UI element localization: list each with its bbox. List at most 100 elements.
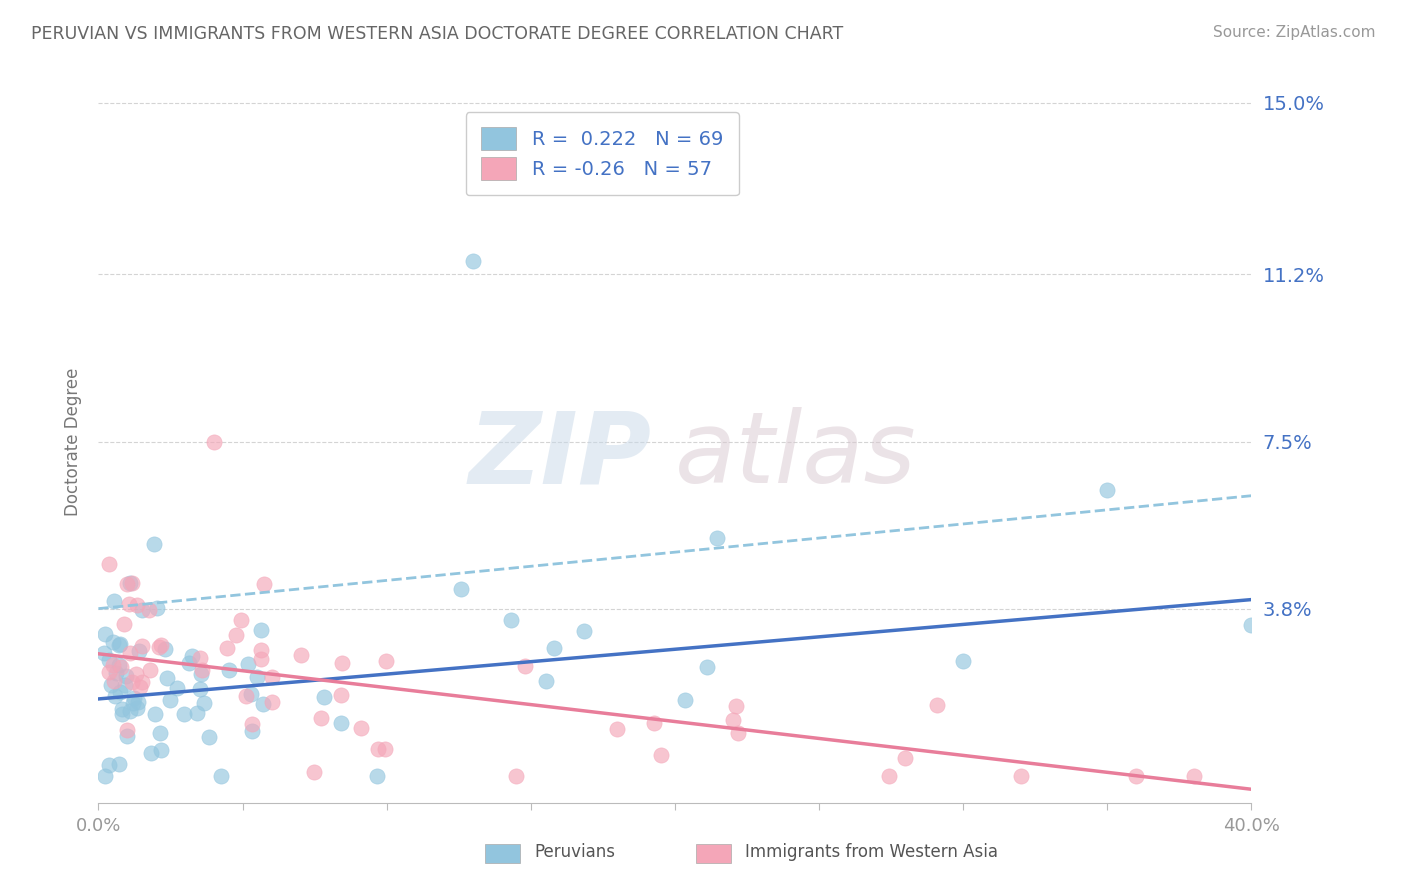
Point [643, 716, 665, 731]
Point [115, 723, 138, 738]
Point [225, 628, 247, 642]
Point [114, 678, 136, 692]
Y-axis label: Doctorate Degree: Doctorate Degree [63, 368, 82, 516]
Point [706, 532, 728, 546]
Point [93, 646, 115, 660]
Point [236, 657, 259, 671]
Point [107, 657, 129, 672]
Point [193, 696, 215, 710]
Point [111, 702, 134, 716]
Point [209, 769, 232, 783]
Point [1010, 769, 1032, 783]
Point [101, 635, 124, 649]
Point [142, 537, 165, 551]
Point [186, 706, 208, 720]
Text: Peruvians: Peruvians [534, 843, 616, 861]
Point [724, 699, 747, 714]
Point [138, 663, 160, 677]
Point [329, 715, 352, 730]
Point [367, 742, 389, 756]
Point [150, 743, 173, 757]
Text: Source: ZipAtlas.com: Source: ZipAtlas.com [1212, 25, 1375, 40]
Point [1240, 618, 1263, 632]
Point [146, 600, 169, 615]
Point [143, 707, 166, 722]
Point [121, 575, 143, 590]
Point [513, 659, 536, 673]
Point [108, 685, 131, 699]
Legend: R =  0.222   N = 69, R = -0.26   N = 57: R = 0.222 N = 69, R = -0.26 N = 57 [465, 112, 738, 195]
Point [218, 663, 240, 677]
Point [727, 726, 749, 740]
Point [1182, 769, 1205, 783]
Point [215, 640, 238, 655]
Point [721, 713, 744, 727]
Text: PERUVIAN VS IMMIGRANTS FROM WESTERN ASIA DOCTORATE DEGREE CORRELATION CHART: PERUVIAN VS IMMIGRANTS FROM WESTERN ASIA… [31, 25, 844, 43]
Point [128, 644, 150, 658]
Point [100, 678, 122, 692]
Point [122, 691, 145, 706]
Point [166, 681, 188, 695]
Point [877, 769, 900, 783]
Point [104, 689, 127, 703]
Point [1097, 483, 1119, 497]
Point [229, 613, 252, 627]
Point [94, 627, 117, 641]
Point [252, 697, 274, 711]
Point [262, 670, 284, 684]
Point [149, 725, 172, 739]
Point [156, 671, 179, 685]
Point [128, 680, 150, 694]
Point [127, 695, 149, 709]
Point [290, 648, 312, 663]
Point [330, 656, 353, 670]
Point [188, 681, 211, 696]
Point [650, 748, 672, 763]
Point [374, 742, 396, 756]
Point [111, 706, 134, 721]
Point [104, 665, 127, 680]
Point [93, 769, 115, 783]
Text: ZIP: ZIP [468, 408, 652, 505]
Point [121, 675, 143, 690]
Point [191, 663, 214, 677]
Point [925, 698, 948, 712]
Point [249, 623, 271, 637]
Point [115, 669, 138, 683]
Point [131, 674, 153, 689]
Point [572, 624, 595, 638]
Point [249, 643, 271, 657]
Point [153, 642, 176, 657]
Point [309, 711, 332, 725]
Point [262, 696, 284, 710]
Point [173, 706, 195, 721]
Point [253, 577, 276, 591]
Text: Immigrants from Western Asia: Immigrants from Western Asia [745, 843, 998, 861]
Point [543, 641, 565, 656]
Point [312, 690, 335, 704]
Point [375, 655, 398, 669]
Point [180, 648, 202, 663]
Point [131, 639, 153, 653]
Point [98, 665, 121, 679]
Point [198, 731, 221, 745]
Point [122, 696, 145, 710]
Point [159, 693, 181, 707]
Point [108, 757, 131, 772]
Point [350, 721, 373, 735]
Point [150, 638, 173, 652]
Point [115, 729, 138, 743]
Point [606, 723, 628, 737]
Point [112, 616, 135, 631]
Point [101, 657, 124, 672]
Point [148, 640, 170, 654]
Point [952, 654, 974, 668]
Point [461, 253, 484, 268]
Point [188, 651, 211, 665]
Point [235, 689, 257, 703]
Point [366, 769, 388, 783]
Point [329, 688, 352, 702]
Point [103, 674, 125, 689]
Point [125, 700, 148, 714]
Point [118, 646, 141, 660]
